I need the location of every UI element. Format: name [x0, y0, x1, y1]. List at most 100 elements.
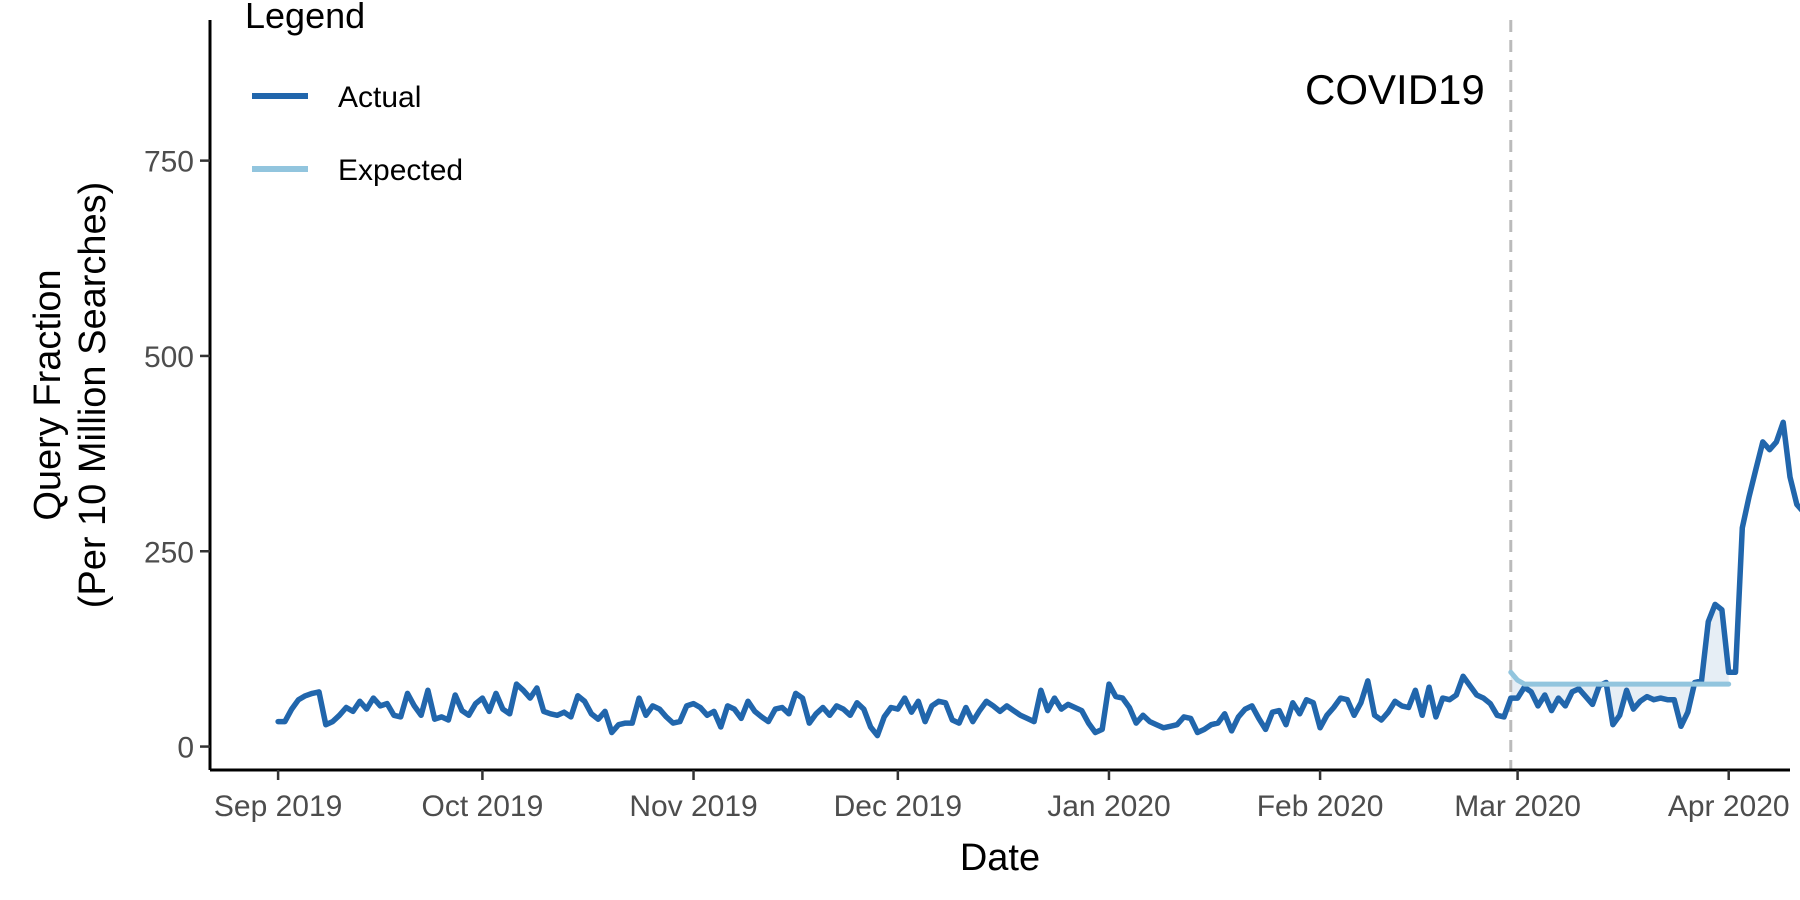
data-point-actual: [1059, 707, 1063, 711]
data-point-actual: [549, 712, 553, 716]
data-point-actual: [467, 713, 471, 717]
data-point-actual: [1529, 690, 1533, 694]
data-point-actual: [828, 713, 832, 717]
data-point-actual: [1053, 696, 1057, 700]
data-point-actual: [1264, 727, 1268, 731]
data-point-actual: [712, 709, 716, 713]
data-point-actual: [474, 702, 478, 706]
data-point-actual: [426, 688, 430, 692]
data-point-actual: [1407, 706, 1411, 710]
data-point-actual: [732, 707, 736, 711]
data-point-expected: [1604, 682, 1608, 686]
data-point-actual: [719, 725, 723, 729]
data-point-actual: [1488, 702, 1492, 706]
data-point-actual: [644, 713, 648, 717]
data-point-actual: [1189, 716, 1193, 720]
data-point-expected: [1597, 682, 1601, 686]
data-point-actual: [910, 710, 914, 714]
data-point-actual: [521, 688, 525, 692]
data-point-actual: [344, 706, 348, 710]
data-point-actual: [446, 718, 450, 722]
data-point-actual: [787, 712, 791, 716]
data-point-actual: [869, 725, 873, 729]
data-point-actual: [978, 709, 982, 713]
data-point-actual: [583, 699, 587, 703]
data-point-actual: [610, 731, 614, 735]
data-point-actual: [1373, 713, 1377, 717]
data-point-actual: [1754, 467, 1758, 471]
data-point-actual: [882, 715, 886, 719]
data-point-actual: [480, 696, 484, 700]
data-point-actual: [1611, 723, 1615, 727]
y-tick-label: 750: [144, 146, 194, 179]
data-point-actual: [821, 706, 825, 710]
data-point-actual: [937, 699, 941, 703]
label-layer: Date Query Fraction (Per 10 Million Search…: [27, 66, 1485, 879]
data-point-expected: [1652, 682, 1656, 686]
data-point-actual: [392, 713, 396, 717]
data-point-actual: [508, 712, 512, 716]
data-point-actual: [1025, 716, 1029, 720]
data-point-actual: [1196, 731, 1200, 735]
data-point-expected: [1570, 682, 1574, 686]
data-point-actual: [1352, 713, 1356, 717]
data-point-actual: [562, 710, 566, 714]
data-point-actual: [569, 715, 573, 719]
data-point-actual: [297, 698, 301, 702]
data-point-expected: [1536, 682, 1540, 686]
data-point-actual: [1236, 715, 1240, 719]
data-point-actual: [433, 717, 437, 721]
data-point-actual: [760, 715, 764, 719]
data-point-actual: [1311, 701, 1315, 705]
data-point-actual: [1298, 712, 1302, 716]
data-point-actual: [835, 704, 839, 708]
data-point-actual: [1379, 718, 1383, 722]
data-point-actual: [1652, 698, 1656, 702]
data-point-actual: [317, 690, 321, 694]
data-point-actual: [1740, 526, 1744, 530]
data-point-actual: [596, 717, 600, 721]
data-point-actual: [801, 696, 805, 700]
data-point-actual: [1454, 693, 1458, 697]
data-point-actual: [589, 712, 593, 716]
data-point-actual: [1679, 724, 1683, 728]
data-point-actual: [1018, 713, 1022, 717]
data-point-actual: [1039, 688, 1043, 692]
data-point-actual: [971, 720, 975, 724]
x-tick-label: Dec 2019: [834, 790, 962, 823]
data-point-actual: [1046, 709, 1050, 713]
data-point-expected: [1563, 682, 1567, 686]
data-point-actual: [535, 686, 539, 690]
data-point-expected: [1509, 670, 1513, 674]
data-point-actual: [276, 720, 280, 724]
data-point-actual: [1100, 727, 1104, 731]
legend-label-actual: Actual: [338, 81, 421, 114]
legend: Legend Actual Expected: [245, 0, 463, 187]
data-point-actual: [460, 709, 464, 713]
data-point-actual: [637, 696, 641, 700]
x-tick-label: Feb 2020: [1257, 790, 1384, 823]
data-point-actual: [671, 721, 675, 725]
data-point-actual: [358, 699, 362, 703]
data-point-actual: [1257, 716, 1261, 720]
data-point-actual: [1400, 704, 1404, 708]
data-point-actual: [1577, 687, 1581, 691]
data-point-actual: [515, 682, 519, 686]
data-point-actual: [814, 712, 818, 716]
data-point-actual: [991, 704, 995, 708]
data-point-actual: [950, 718, 954, 722]
data-point-actual: [1270, 710, 1274, 714]
data-point-actual: [957, 721, 961, 725]
data-point-actual: [1291, 701, 1295, 705]
data-point-actual: [351, 709, 355, 713]
data-point-actual: [658, 707, 662, 711]
y-axis-title-line2: (Per 10 Million Searches): [72, 182, 114, 609]
data-point-actual: [998, 709, 1002, 713]
data-point-actual: [780, 706, 784, 710]
data-point-actual: [1713, 602, 1717, 606]
data-point-actual: [739, 716, 743, 720]
data-point-actual: [1645, 695, 1649, 699]
data-point-actual: [365, 707, 369, 711]
data-point-actual: [889, 706, 893, 710]
data-point-actual: [930, 704, 934, 708]
